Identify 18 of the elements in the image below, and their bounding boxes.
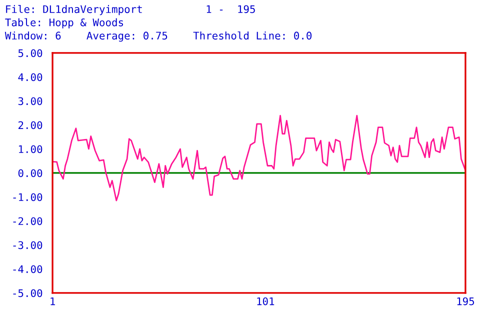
y-tick-label: -2.00 xyxy=(13,217,42,226)
chart-subtitle: Table: Hopp & Woods xyxy=(5,18,124,28)
y-tick-label: 5.00 xyxy=(18,49,42,58)
y-tick-label: 3.00 xyxy=(18,97,42,106)
y-tick-label: -3.00 xyxy=(13,241,42,250)
x-tick-label: 195 xyxy=(457,297,474,306)
x-tick-label: 101 xyxy=(257,297,274,306)
y-tick-label: 1.00 xyxy=(18,145,42,154)
y-tick-label: 2.00 xyxy=(18,121,42,130)
y-tick-label: -4.00 xyxy=(13,265,42,274)
text: Window: 6 Average: 0.75 Threshold Line: 0.0 xyxy=(4,31,312,42)
x-tick-label: 1 xyxy=(50,297,55,306)
y-tick-label: -5.00 xyxy=(13,289,42,298)
y-tick-label: 4.00 xyxy=(18,73,42,82)
y-tick-label: 0.00 xyxy=(18,169,42,178)
chart-title: File: DL1dnaVeryimport 1 - 195 xyxy=(6,4,255,16)
y-tick-label: -1.00 xyxy=(13,193,42,202)
line-series xyxy=(52,114,466,202)
